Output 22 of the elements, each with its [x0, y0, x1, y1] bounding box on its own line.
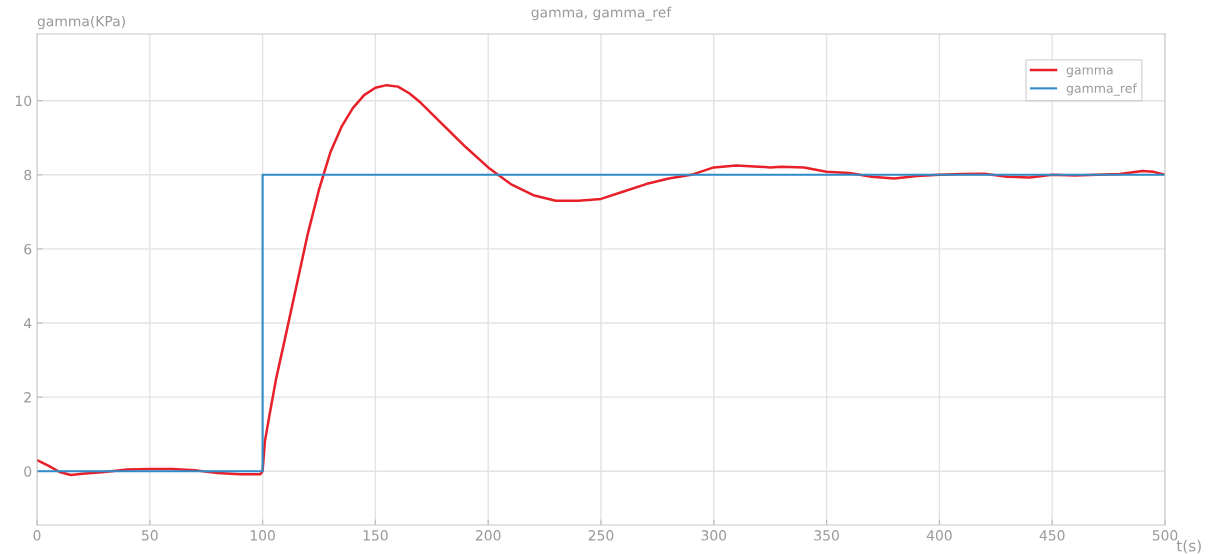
- x-tick-label: 0: [33, 530, 41, 541]
- x-axis-title: t(s): [1176, 539, 1201, 554]
- x-tick-label: 300: [701, 530, 727, 541]
- x-tick-label: 400: [926, 530, 952, 541]
- x-tick-label: 450: [1039, 530, 1065, 541]
- x-tick-label: 250: [588, 530, 614, 541]
- legend-label: gamma_ref: [1066, 83, 1138, 96]
- x-tick-label: 200: [475, 530, 501, 541]
- x-tick-label: 500: [1152, 530, 1178, 541]
- x-tick-label: 100: [250, 530, 275, 541]
- y-tick-label: 8: [24, 169, 32, 181]
- chart-title: gamma, gamma_ref: [531, 6, 672, 21]
- x-tick-label: 50: [142, 530, 158, 541]
- y-axis-title: gamma(KPa): [37, 15, 125, 30]
- y-tick-label: 2: [24, 392, 31, 403]
- y-tick-label: 0: [24, 466, 32, 477]
- legend-label: gamma: [1066, 67, 1113, 77]
- x-tick-label: 350: [814, 530, 839, 541]
- y-tick-label: 4: [23, 318, 32, 329]
- y-tick-label: 10: [15, 95, 32, 107]
- y-tick-label: 6: [24, 243, 32, 255]
- x-tick-label: 150: [363, 530, 388, 541]
